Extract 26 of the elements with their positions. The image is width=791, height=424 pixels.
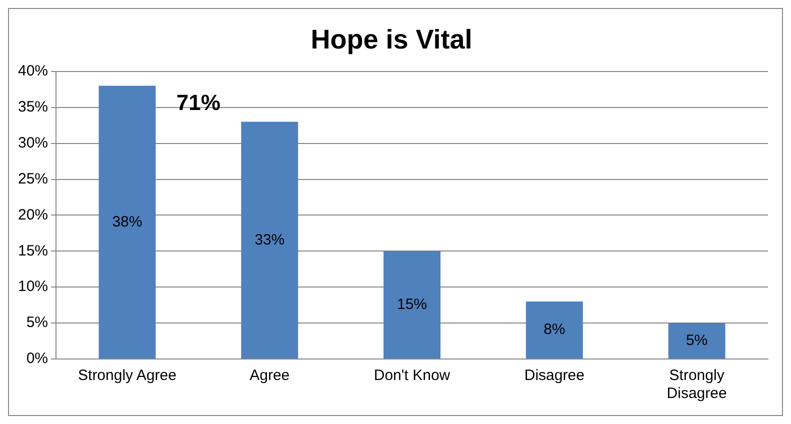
- y-tick-label: 30%: [18, 134, 48, 152]
- y-tick-label: 5%: [26, 314, 48, 332]
- bar: [384, 251, 440, 358]
- y-tick-label: 35%: [18, 98, 48, 116]
- bar: [241, 122, 298, 358]
- y-tick-label: 40%: [18, 62, 48, 80]
- x-tick-label: Strongly Disagree: [666, 367, 727, 402]
- data-label: 8%: [544, 321, 566, 338]
- x-tick-label: Disagree: [524, 367, 584, 384]
- y-tick-label: 15%: [18, 242, 48, 260]
- x-tick-label: Strongly Agree: [78, 367, 176, 384]
- data-label: 38%: [112, 213, 142, 230]
- y-tick-label: 20%: [18, 206, 48, 224]
- chart-title: Hope is Vital: [310, 24, 472, 55]
- data-label: 5%: [686, 332, 708, 349]
- y-tick-label: 0%: [26, 350, 48, 368]
- annotation: 71%: [176, 90, 220, 115]
- y-tick-label: 10%: [18, 278, 48, 296]
- data-label: 33%: [254, 231, 285, 248]
- bar: [668, 323, 726, 358]
- y-tick-label: 25%: [18, 170, 48, 188]
- bar: [98, 86, 156, 358]
- x-tick-label: Don't Know: [374, 367, 450, 384]
- x-tick-label: Agree: [250, 367, 290, 384]
- bar: [526, 301, 583, 358]
- data-label: 15%: [396, 296, 428, 313]
